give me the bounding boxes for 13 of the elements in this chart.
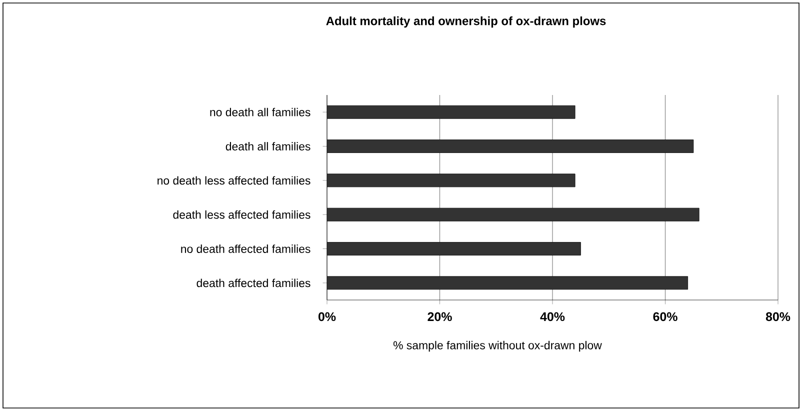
x-axis-title: % sample families without ox-drawn plow — [393, 340, 602, 352]
y-tick-label: no death affected families — [181, 244, 310, 253]
x-tick-label: 40% — [540, 312, 565, 322]
chart-title: Adult mortality and ownership of ox-drawn plows — [326, 16, 606, 28]
y-tick-label: death affected families — [196, 278, 310, 288]
x-tick-label: 0% — [318, 312, 336, 322]
x-tick-label: 60% — [653, 312, 678, 322]
y-tick-label: death less affected families — [173, 210, 310, 219]
x-tick-label: 80% — [766, 312, 790, 322]
x-tick-label: 20% — [428, 312, 452, 322]
y-tick-label: death all families — [226, 142, 310, 150]
y-tick-label: no death less affected families — [158, 176, 310, 185]
y-tick-label: no death all families — [210, 108, 310, 116]
